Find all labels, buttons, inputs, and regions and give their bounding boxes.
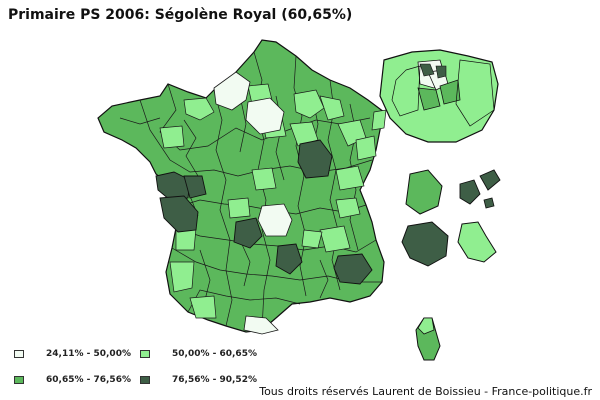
legend-label-bin4: 76,56% - 90,52%	[172, 375, 257, 385]
guadeloupe	[459, 169, 501, 205]
ile-de-france-inset	[379, 49, 499, 143]
corsica-north	[417, 317, 435, 335]
reunion	[401, 221, 449, 267]
martinique	[457, 221, 497, 263]
legend-label-bin3: 60,65% - 76,56%	[46, 375, 131, 385]
legend-swatch-bin1	[14, 350, 24, 358]
departments-bin1	[213, 71, 293, 335]
marie-galante	[483, 197, 495, 209]
legend-swatch-bin4	[140, 376, 150, 384]
legend-swatch-bin3	[14, 376, 24, 384]
map-title: Primaire PS 2006: Ségolène Royal (60,65%…	[8, 7, 353, 23]
legend-label-bin1: 24,11% - 50,00%	[46, 349, 131, 359]
legend-swatch-bin2	[140, 350, 150, 358]
legend-label-bin2: 50,00% - 60,65%	[172, 349, 257, 359]
departments-bin4	[155, 139, 373, 285]
guyane	[405, 169, 443, 215]
credits-text: Tous droits réservés Laurent de Boissieu…	[259, 385, 592, 398]
